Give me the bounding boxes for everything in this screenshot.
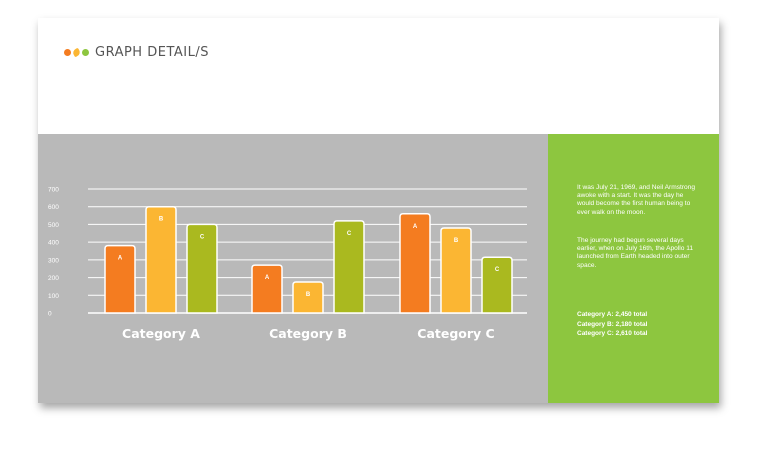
green-dot-icon	[82, 48, 89, 56]
story-paragraph-2: The journey had begun several days earli…	[577, 237, 694, 269]
bar-a	[399, 213, 431, 314]
bar-b	[440, 227, 472, 314]
category-label: Category B	[269, 326, 347, 341]
y-tick-label: 100	[48, 293, 59, 300]
bar-label: C	[347, 231, 352, 237]
page-title: GRAPH DETAIL/S	[95, 45, 209, 60]
total-category-a: Category A: 2,450 total	[577, 311, 648, 318]
bar-label: C	[200, 234, 205, 240]
orange-dot-icon	[64, 48, 71, 56]
side-panel: It was July 21, 1969, and Neil Armstrong…	[548, 134, 719, 403]
y-tick-label: 300	[48, 257, 59, 264]
bar-label: A	[265, 275, 270, 281]
bar-c	[481, 256, 513, 314]
y-tick-label: 600	[48, 204, 59, 211]
bar-a	[104, 244, 136, 314]
bar-label: A	[413, 224, 418, 230]
chart-panel: 0 100 200 300 400 500 600 700 A B C Category A A B C Ca…	[38, 134, 548, 403]
story-paragraph-1: It was July 21, 1969, and Neil Armstrong…	[577, 184, 696, 216]
y-tick-label: 700	[48, 187, 59, 194]
y-tick-label: 0	[48, 311, 52, 318]
bar-a	[251, 264, 283, 314]
bar-label: B	[306, 292, 311, 298]
category-totals: Category A: 2,450 total Category B: 2,18…	[577, 310, 707, 339]
bar-chart: 0 100 200 300 400 500 600 700 A B C Category A A B C Ca…	[48, 187, 527, 341]
bar-c	[333, 220, 365, 314]
bar-label: A	[118, 256, 123, 262]
bar-b	[145, 205, 177, 314]
bar-label: C	[495, 267, 500, 273]
logo	[64, 46, 89, 58]
total-category-c: Category C: 2,610 total	[577, 330, 648, 337]
bar-c	[186, 223, 218, 314]
bar-label: B	[454, 238, 459, 244]
category-label: Category A	[122, 326, 200, 341]
category-label: Category C	[417, 326, 494, 341]
y-tick-label: 400	[48, 240, 59, 247]
bar-label: B	[159, 217, 164, 223]
yellow-leaf-icon	[71, 47, 82, 57]
bar-b	[292, 281, 324, 314]
slide-header: GRAPH DETAIL/S	[38, 18, 719, 134]
y-tick-label: 500	[48, 222, 59, 229]
slide: GRAPH DETAIL/S 0 100 200 300 400 500 600 700 A B C…	[38, 18, 719, 403]
y-tick-label: 200	[48, 275, 59, 282]
total-category-b: Category B: 2,180 total	[577, 320, 648, 328]
